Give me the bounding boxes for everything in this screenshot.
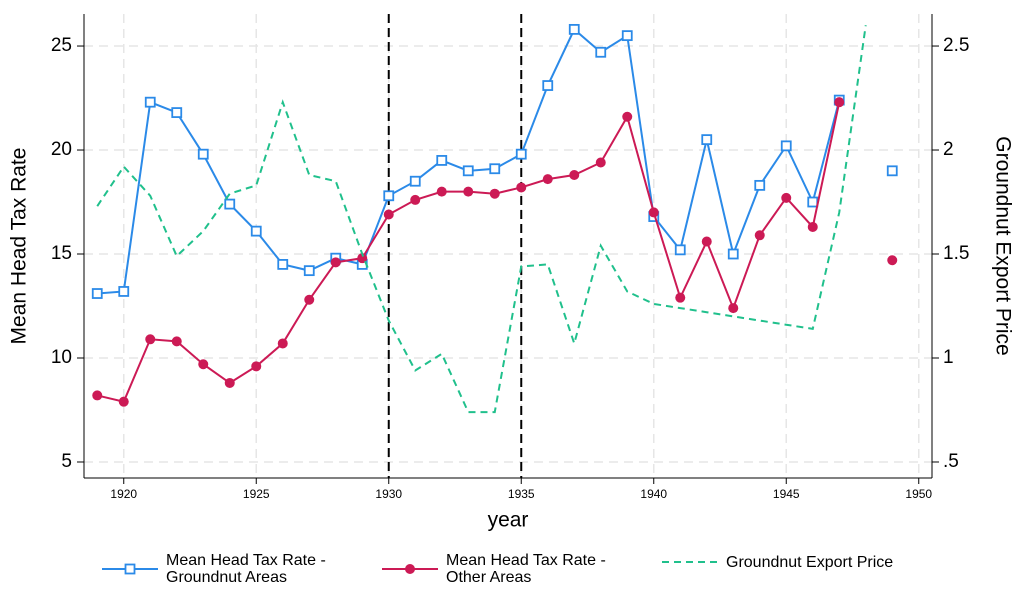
y-tick-label: 10 (51, 347, 72, 368)
marker (887, 255, 898, 266)
marker (807, 196, 819, 208)
y2-tick-label: .5 (943, 451, 959, 472)
marker (595, 46, 607, 58)
marker (595, 157, 606, 168)
marker (197, 148, 209, 160)
legend-symbol (382, 564, 438, 574)
marker (277, 338, 288, 349)
marker (92, 390, 103, 401)
marker (171, 336, 182, 347)
marker (780, 140, 792, 152)
marker (145, 334, 156, 345)
x-tick-label: 1930 (375, 487, 402, 501)
marker (489, 188, 500, 199)
legend-item: Groundnut Export Price (660, 552, 893, 572)
marker (383, 190, 395, 202)
y-tick-label: 15 (51, 243, 72, 264)
marker (886, 165, 898, 177)
marker (728, 303, 739, 314)
legend-marker (124, 563, 136, 575)
y-tick-label: 20 (51, 139, 72, 160)
x-tick-label: 1935 (508, 487, 535, 501)
marker (357, 253, 368, 264)
marker (224, 377, 235, 388)
marker (675, 292, 686, 303)
marker (250, 225, 262, 237)
y2-tick-label: 1 (943, 347, 954, 368)
marker (754, 179, 766, 191)
legend-item: Mean Head Tax Rate - Other Areas (380, 552, 631, 586)
legend-marker (405, 564, 415, 574)
x-tick-label: 1950 (905, 487, 932, 501)
chart: year Mean Head Tax Rate Groundnut Export… (8, 14, 1014, 532)
series-line (97, 102, 892, 401)
marker (516, 182, 527, 193)
legend-label: Mean Head Tax Rate - Groundnut Areas (166, 552, 326, 586)
marker (91, 288, 103, 299)
marker (489, 163, 501, 175)
y2-tick-label: 2.5 (943, 35, 969, 56)
marker (330, 257, 341, 268)
marker (251, 361, 262, 372)
marker (754, 230, 765, 241)
marker (304, 294, 315, 305)
x-tick-label: 1925 (243, 487, 270, 501)
y-axis-title: Mean Head Tax Rate (8, 148, 31, 345)
legend-symbol (102, 563, 158, 575)
marker (701, 236, 712, 247)
marker (198, 359, 209, 370)
marker (834, 97, 845, 108)
x-tick-label: 1920 (110, 487, 137, 501)
legend-item: Mean Head Tax Rate - Groundnut Areas (100, 552, 351, 586)
marker (568, 23, 580, 35)
marker (701, 134, 713, 146)
y2-tick-label: 1.5 (943, 243, 969, 264)
marker (781, 192, 792, 203)
marker (171, 107, 183, 118)
legend-symbol (662, 561, 718, 563)
marker (462, 165, 474, 177)
x-tick-label: 1940 (640, 487, 667, 501)
marker (383, 209, 394, 220)
marker (674, 244, 686, 256)
marker (727, 248, 739, 260)
marker (436, 186, 447, 197)
marker (542, 80, 554, 91)
y-tick-label: 25 (51, 35, 72, 56)
marker (277, 259, 289, 270)
marker (542, 174, 553, 185)
marker (436, 155, 448, 166)
x-axis-title: year (488, 509, 529, 532)
marker (621, 30, 633, 42)
marker (807, 221, 818, 232)
marker (303, 265, 315, 277)
x-tick-label: 1945 (773, 487, 800, 501)
marker (144, 96, 156, 108)
marker (648, 207, 659, 218)
y-tick-label: 5 (61, 451, 72, 472)
legend-label: Groundnut Export Price (726, 553, 894, 571)
y2-tick-label: 2 (943, 139, 954, 160)
marker (569, 169, 580, 180)
series-line (96, 25, 867, 414)
marker (515, 148, 527, 160)
marker (118, 396, 129, 407)
marker (409, 175, 421, 187)
y2-axis-title: Groundnut Export Price (991, 136, 1014, 355)
marker (118, 286, 130, 297)
legend-label: Mean Head Tax Rate - Other Areas (446, 552, 606, 586)
marker (224, 198, 236, 210)
marker (410, 194, 421, 205)
marker (622, 111, 633, 122)
marker (463, 186, 474, 197)
